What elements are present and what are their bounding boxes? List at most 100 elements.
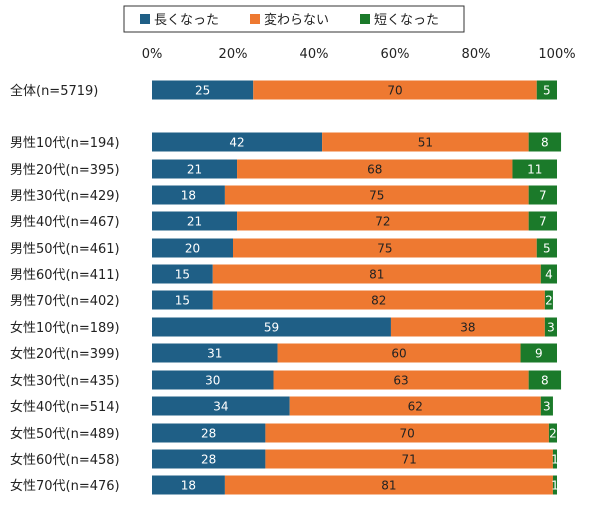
x-tick-label: 100% (538, 47, 575, 62)
bar-segment-longer (152, 264, 213, 284)
bar-segment-shorter (528, 211, 557, 231)
bar-segment-shorter (544, 290, 553, 310)
data-label-shorter: 1 (551, 453, 559, 467)
data-label-unchanged: 51 (418, 136, 433, 150)
bar-segment-longer (152, 211, 238, 231)
data-label-unchanged: 38 (460, 321, 475, 335)
bar-segment-unchanged (237, 211, 529, 231)
data-label-shorter: 5 (543, 242, 551, 256)
bar-segment-shorter (512, 159, 557, 179)
x-tick-label: 20% (219, 47, 248, 62)
bar-segment-longer (152, 80, 254, 100)
category-label: 男性50代(n=461) (10, 242, 120, 257)
bar-segment-shorter (548, 423, 557, 443)
bar-row: 全体(n=5719) 25 70 5 (10, 80, 557, 100)
data-label-longer: 18 (181, 189, 196, 203)
bar-segment-shorter (540, 264, 557, 284)
bar-segment-unchanged (253, 80, 537, 100)
bar-row: 女性20代(n=399) 31 60 9 (10, 343, 557, 363)
category-label: 女性40代(n=514) (10, 399, 120, 415)
bar-row: 女性70代(n=476) 18 81 1 (10, 475, 559, 495)
category-label: 女性70代(n=476) (10, 478, 120, 494)
bar-row: 女性40代(n=514) 34 62 3 (10, 396, 553, 416)
category-label: 全体(n=5719) (10, 83, 98, 99)
data-label-longer: 42 (229, 136, 244, 150)
bar-segment-unchanged (289, 396, 541, 416)
bar-row: 男性60代(n=411) 15 81 4 (10, 264, 557, 284)
data-label-unchanged: 72 (375, 215, 390, 229)
legend-frame (123, 5, 465, 33)
data-label-longer: 34 (213, 400, 228, 414)
data-label-shorter: 3 (547, 321, 555, 335)
bar-segment-shorter (540, 396, 553, 416)
bar-segment-longer (152, 370, 274, 390)
bar-row: 女性10代(n=189) 59 38 3 (10, 317, 557, 337)
legend-swatch-unchanged (250, 14, 260, 24)
data-label-unchanged: 81 (381, 479, 396, 493)
bar-row: 男性50代(n=461) 20 75 5 (10, 238, 557, 258)
bar-segment-longer (152, 290, 213, 310)
data-label-unchanged: 71 (402, 453, 417, 467)
data-label-longer: 28 (201, 453, 216, 467)
bar-row: 男性20代(n=395) 21 68 11 (10, 159, 557, 179)
bar-row: 男性70代(n=402) 15 82 2 (10, 290, 553, 310)
bar-segment-unchanged (273, 370, 529, 390)
bar-segment-longer (152, 449, 266, 469)
data-label-unchanged: 70 (400, 427, 415, 441)
bar-segment-unchanged (224, 185, 529, 205)
bar-segment-longer (152, 396, 290, 416)
bar-segment-unchanged (322, 132, 529, 152)
data-label-unchanged: 70 (387, 84, 402, 98)
legend-label-unchanged: 変わらない (264, 12, 329, 28)
bar-segment-longer (152, 238, 233, 258)
data-label-longer: 20 (185, 242, 200, 256)
data-label-unchanged: 75 (377, 242, 392, 256)
data-label-shorter: 5 (543, 84, 551, 98)
bar-row: 男性10代(n=194) 42 51 8 (10, 132, 562, 152)
category-label: 女性60代(n=458) (10, 452, 120, 468)
bar-segment-unchanged (237, 159, 513, 179)
data-label-shorter: 7 (539, 215, 547, 229)
x-tick-label: 80% (462, 47, 491, 62)
bar-segment-shorter (552, 449, 557, 469)
bar-segment-unchanged (277, 343, 521, 363)
category-label: 女性30代(n=435) (10, 373, 120, 389)
x-tick-label: 60% (381, 47, 410, 62)
bar-segment-shorter (528, 132, 562, 152)
data-label-shorter: 9 (535, 347, 543, 361)
bar-row: 男性40代(n=467) 21 72 7 (10, 211, 557, 231)
data-label-longer: 15 (175, 294, 190, 308)
bar-segment-longer (152, 185, 225, 205)
data-label-unchanged: 63 (393, 374, 408, 388)
data-label-unchanged: 62 (408, 400, 423, 414)
data-label-shorter: 8 (541, 136, 549, 150)
data-label-unchanged: 60 (391, 347, 406, 361)
bar-row: 男性30代(n=429) 18 75 7 (10, 185, 557, 205)
bar-segment-unchanged (265, 423, 549, 443)
bar-segment-unchanged (390, 317, 545, 337)
x-axis-ticks: 0% 20% 40% 60% 80% 100% (142, 47, 576, 62)
category-label: 女性50代(n=489) (10, 426, 120, 442)
category-label: 男性40代(n=467) (10, 215, 120, 230)
chart-legend: 長くなった 変わらない 短くなった (123, 5, 465, 33)
category-label: 男性10代(n=194) (10, 136, 120, 151)
bar-segment-unchanged (212, 264, 541, 284)
data-label-longer: 15 (175, 268, 190, 282)
data-label-longer: 25 (195, 84, 210, 98)
category-label: 男性20代(n=395) (10, 163, 120, 178)
bar-segment-shorter (536, 80, 557, 100)
data-label-unchanged: 68 (367, 163, 382, 177)
bar-segment-unchanged (212, 290, 545, 310)
bar-segment-longer (152, 343, 278, 363)
data-label-longer: 31 (207, 347, 222, 361)
bar-segment-longer (152, 317, 391, 337)
bar-segment-shorter (528, 185, 557, 205)
bar-segment-unchanged (224, 475, 553, 495)
bar-segment-shorter (528, 370, 562, 390)
legend-label-shorter: 短くなった (374, 13, 439, 28)
x-tick-label: 0% (142, 47, 163, 62)
data-label-shorter: 2 (545, 294, 553, 308)
bar-segment-longer (152, 475, 225, 495)
